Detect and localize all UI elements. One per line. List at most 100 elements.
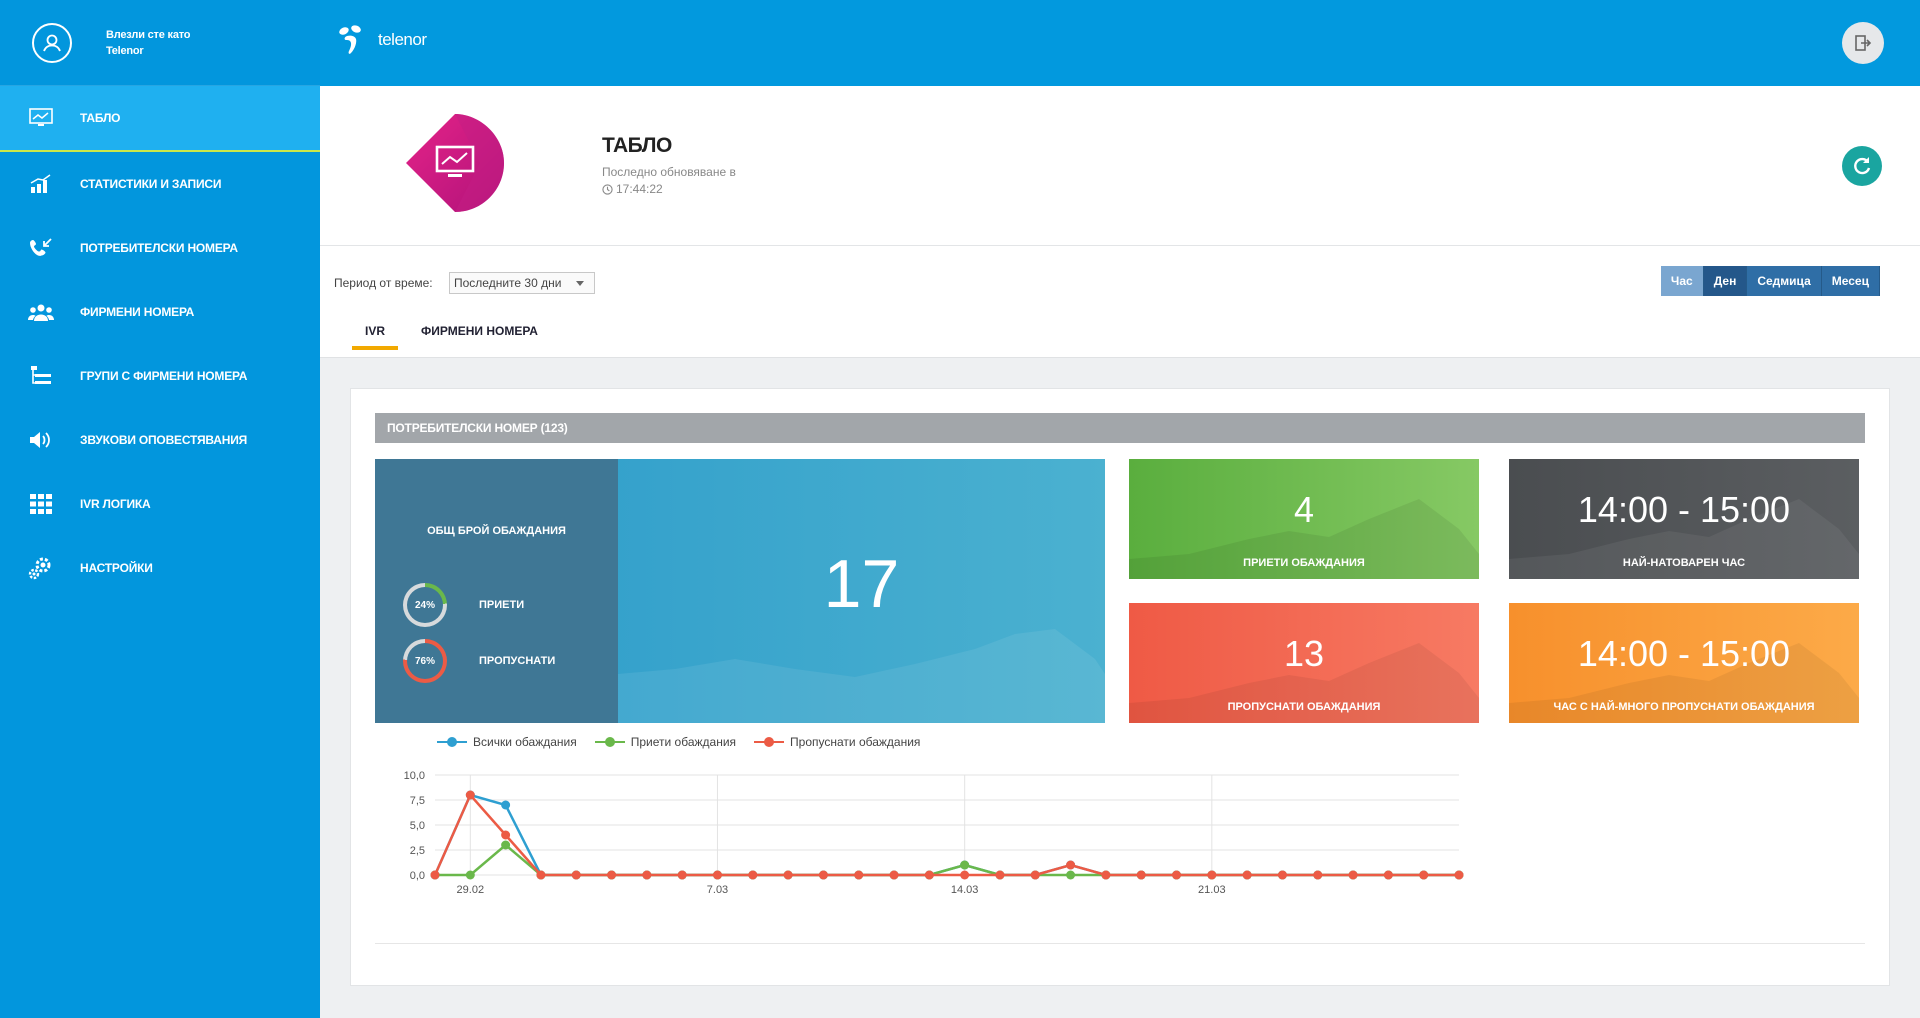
legend-swatch bbox=[594, 736, 625, 748]
refresh-button[interactable] bbox=[1842, 146, 1882, 186]
x-tick-label: 14.03 bbox=[951, 884, 979, 896]
y-tick-label: 2,5 bbox=[410, 845, 425, 857]
legend-label: Всички обаждания bbox=[473, 735, 577, 749]
range-month-button[interactable]: Месец bbox=[1821, 266, 1880, 296]
legend-label: Приети обаждания bbox=[630, 735, 737, 749]
nav-label: ЗВУКОВИ ОПОВЕСТЯВАНИЯ bbox=[80, 433, 248, 447]
y-tick-label: 10,0 bbox=[404, 770, 425, 782]
data-point bbox=[1101, 870, 1111, 880]
nav-menu: ТАБЛО СТАТИСТИКИ И ЗАПИСИ ПОТРЕБИТЕЛСКИ … bbox=[0, 86, 320, 600]
data-point bbox=[1313, 870, 1323, 880]
line-chart: 10,0 7,5 5,0 2,5 0,0 29.02 7.03 14.03 21.03 bbox=[404, 770, 1464, 896]
user-panel: Влезли сте като Telenor bbox=[0, 0, 320, 86]
legend-accepted-calls[interactable]: Приети обаждания bbox=[594, 735, 737, 749]
missed-pct-row: 76% ПРОПУСНАТИ bbox=[403, 639, 555, 683]
nav-item-dashboard[interactable]: ТАБЛО bbox=[0, 86, 320, 152]
data-point bbox=[607, 870, 617, 880]
accepted-pct-row: 24% ПРИЕТИ bbox=[403, 583, 524, 627]
users-group-icon bbox=[28, 301, 54, 323]
y-tick-label: 7,5 bbox=[410, 795, 425, 807]
data-point bbox=[1066, 860, 1076, 870]
accepted-calls-tile: 4 ПРИЕТИ ОБАЖДАНИЯ bbox=[1129, 459, 1479, 579]
nav-item-user-numbers[interactable]: ПОТРЕБИТЕЛСКИ НОМЕРА bbox=[0, 216, 320, 280]
total-calls-value: 17 bbox=[823, 546, 900, 622]
total-calls-tile: ОБЩ БРОЙ ОБАЖДАНИЯ 24% ПРИЕТИ 76% ПРОПУС… bbox=[375, 459, 1105, 723]
phone-incoming-icon bbox=[28, 237, 54, 259]
nav-item-company-numbers[interactable]: ФИРМЕНИ НОМЕРА bbox=[0, 280, 320, 344]
nav-item-number-groups[interactable]: ГРУПИ С ФИРМЕНИ НОМЕРА bbox=[0, 344, 320, 408]
range-hour-button[interactable]: Час bbox=[1660, 266, 1704, 296]
data-point bbox=[1419, 870, 1429, 880]
data-point bbox=[783, 870, 793, 880]
logout-button[interactable] bbox=[1842, 22, 1884, 64]
clock-icon bbox=[602, 184, 613, 195]
period-select[interactable]: Последните 30 дни bbox=[449, 272, 595, 294]
data-point bbox=[712, 870, 722, 880]
most-missed-hour-caption: ЧАС С НАЙ-МНОГО ПРОПУСНАТИ ОБАЖДАНИЯ bbox=[1553, 701, 1815, 713]
missed-calls-tile: 13 ПРОПУСНАТИ ОБАЖДАНИЯ bbox=[1129, 603, 1479, 723]
data-point bbox=[536, 870, 546, 880]
telenor-logo[interactable]: telenor bbox=[334, 24, 427, 56]
x-tick-label: 21.03 bbox=[1198, 884, 1226, 896]
nav-label: НАСТРОЙКИ bbox=[80, 561, 153, 575]
accepted-calls-caption: ПРИЕТИ ОБАЖДАНИЯ bbox=[1243, 557, 1365, 569]
nav-label: СТАТИСТИКИ И ЗАПИСИ bbox=[80, 177, 222, 191]
nav-item-ivr-logic[interactable]: IVR ЛОГИКА bbox=[0, 472, 320, 536]
top-bar: telenor bbox=[320, 0, 1920, 86]
period-select-value: Последните 30 дни bbox=[454, 276, 562, 290]
refresh-icon bbox=[1854, 157, 1871, 175]
stats-card: ПОТРЕБИТЕЛСКИ НОМЕР (123) ОБЩ БРОЙ ОБАЖД… bbox=[350, 388, 1890, 986]
data-point bbox=[1172, 870, 1182, 880]
data-point bbox=[1207, 870, 1217, 880]
data-point bbox=[748, 870, 758, 880]
page-header: ТАБЛО Последно обновяване в 17:44:22 bbox=[320, 86, 1920, 246]
page-title: ТАБЛО bbox=[602, 134, 672, 157]
legend-swatch bbox=[437, 736, 467, 748]
range-week-button[interactable]: Седмица bbox=[1747, 266, 1822, 296]
nav-item-sound-announcements[interactable]: ЗВУКОВИ ОПОВЕСТЯВАНИЯ bbox=[0, 408, 320, 472]
dashboard-icon bbox=[28, 107, 54, 129]
period-label: Период от време: bbox=[334, 276, 433, 290]
data-point bbox=[1136, 870, 1146, 880]
user-info: Влезли сте като Telenor bbox=[106, 27, 190, 59]
missed-pct-value: 76% bbox=[407, 643, 443, 679]
tile-bg-mountain bbox=[1129, 643, 1479, 723]
grid-icon bbox=[28, 493, 54, 515]
tab-ivr[interactable]: IVR bbox=[352, 324, 399, 350]
data-point bbox=[818, 870, 828, 880]
x-tick-label: 7.03 bbox=[707, 884, 728, 896]
legend-swatch bbox=[754, 736, 785, 748]
data-point bbox=[995, 870, 1005, 880]
series-line bbox=[433, 792, 1459, 877]
caret-down-icon bbox=[576, 281, 584, 286]
legend-all-calls[interactable]: Всички обаждания bbox=[437, 735, 577, 749]
nav-label: ГРУПИ С ФИРМЕНИ НОМЕРА bbox=[80, 369, 248, 383]
accepted-calls-value: 4 bbox=[1293, 489, 1315, 530]
user-name: Telenor bbox=[106, 44, 144, 57]
nav-item-statistics[interactable]: СТАТИСТИКИ И ЗАПИСИ bbox=[0, 152, 320, 216]
data-point bbox=[1454, 870, 1464, 880]
user-label: Влезли сте като bbox=[106, 28, 191, 41]
tile-bg-mountain bbox=[618, 629, 1105, 723]
data-point bbox=[465, 870, 475, 880]
data-point bbox=[501, 800, 511, 810]
legend-missed-calls[interactable]: Пропуснати обаждания bbox=[754, 735, 920, 749]
bar-chart-icon bbox=[28, 173, 54, 195]
total-calls-caption: ОБЩ БРОЙ ОБАЖДАНИЯ bbox=[427, 525, 566, 537]
total-calls-summary: ОБЩ БРОЙ ОБАЖДАНИЯ 24% ПРИЕТИ 76% ПРОПУС… bbox=[375, 459, 618, 723]
nav-label: IVR ЛОГИКА bbox=[80, 497, 151, 511]
most-missed-hour-tile: 14:00 - 15:00 ЧАС С НАЙ-МНОГО ПРОПУСНАТИ… bbox=[1509, 603, 1859, 723]
nav-item-settings[interactable]: НАСТРОЙКИ bbox=[0, 536, 320, 600]
user-icon[interactable] bbox=[32, 22, 72, 63]
tab-company-numbers[interactable]: ФИРМЕНИ НОМЕРА bbox=[421, 324, 538, 338]
last-updated-label: Последно обновяване в bbox=[602, 165, 736, 179]
range-toggle: Час Ден Седмица Месец bbox=[1660, 266, 1880, 296]
logout-icon bbox=[1855, 35, 1872, 51]
calls-chart: Всички обаждания Приети обаждания Пропус… bbox=[375, 735, 1865, 945]
accepted-pct-ring: 24% bbox=[403, 583, 447, 627]
busiest-hour-caption: НАЙ-НАТОВАРЕН ЧАС bbox=[1622, 557, 1746, 569]
range-day-button[interactable]: Ден bbox=[1703, 266, 1748, 296]
legend-label: Пропуснати обаждания bbox=[790, 735, 921, 749]
list-tree-icon bbox=[28, 365, 54, 387]
last-updated: Последно обновяване в 17:44:22 bbox=[602, 164, 736, 198]
